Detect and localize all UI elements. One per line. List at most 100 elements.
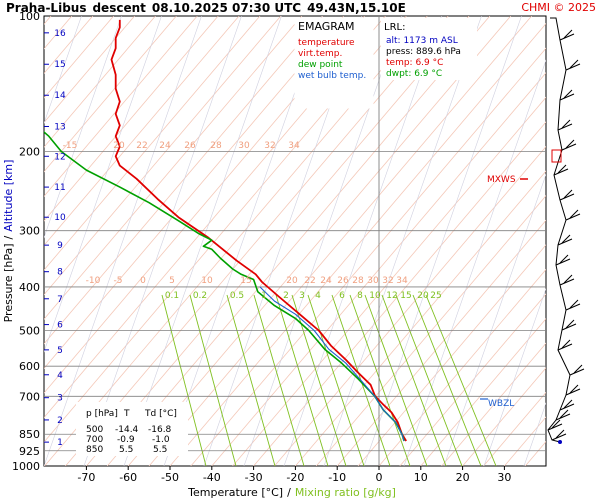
wind-barb bbox=[565, 213, 581, 221]
altitude-tick-label: 16 bbox=[54, 29, 66, 39]
isotherm-label: 32 bbox=[264, 141, 275, 151]
wind-barb bbox=[561, 143, 577, 151]
table-row-1-t: -0.9 bbox=[117, 435, 135, 445]
wind-barb bbox=[555, 258, 571, 266]
temperature-tick-label: 10 bbox=[414, 471, 428, 484]
isotherm-line bbox=[44, 16, 282, 296]
mixing-ratio-line bbox=[364, 294, 428, 466]
mixing-ratio-label: 0.5 bbox=[230, 291, 244, 301]
pressure-tick-label: 700 bbox=[19, 390, 40, 403]
wind-barb bbox=[551, 419, 561, 429]
wind-barb bbox=[569, 384, 579, 394]
altitude-tick-label: 8 bbox=[57, 268, 63, 278]
wind-barb bbox=[569, 59, 579, 69]
isotherm-line bbox=[44, 16, 261, 271]
temperature-tick-label: -10 bbox=[328, 471, 346, 484]
adiabat-line bbox=[483, 287, 546, 466]
isotherm-label: 24 bbox=[320, 276, 332, 286]
table-row-2-p: 850 bbox=[86, 445, 103, 455]
wind-barb bbox=[565, 319, 575, 329]
wind-barb bbox=[563, 274, 573, 284]
mixing-ratio-label: 2 bbox=[283, 291, 289, 301]
isotherm-label: 28 bbox=[210, 141, 222, 151]
adiabat-line bbox=[323, 16, 482, 466]
isotherm-line bbox=[44, 16, 177, 173]
pressure-tick-label: 400 bbox=[19, 281, 40, 294]
altitude-tick-label: 10 bbox=[54, 213, 66, 223]
wind-barb bbox=[561, 323, 577, 331]
mixing-ratio-line bbox=[253, 294, 305, 466]
altitude-tick-label: 9 bbox=[57, 241, 63, 251]
isotherm-label: 20 bbox=[113, 141, 125, 151]
chart-title: Praha-Libus descent 08.10.2025 07:30 UTC 49… bbox=[6, 1, 406, 15]
mxws-label: MXWS bbox=[487, 175, 516, 185]
mixing-ratio-labels: 0.1 0.2 0.5 1 2 3 4 6 8 10 12 15 20 25 bbox=[165, 291, 442, 301]
pressure-tick-label: 925 bbox=[19, 445, 40, 458]
adiabat-line bbox=[243, 16, 402, 466]
temperature-tick-label: 0 bbox=[376, 471, 383, 484]
mixing-ratio-label: 4 bbox=[315, 291, 321, 301]
isotherm-label: 26 bbox=[184, 141, 196, 151]
isotherm-line bbox=[420, 318, 546, 466]
lrl-dwpt: dwpt: 6.9 °C bbox=[386, 69, 442, 79]
mixing-ratio-line bbox=[275, 294, 329, 466]
mixing-ratio-label: 3 bbox=[299, 291, 305, 301]
pressure-tick-labels: 100 200 300 400 500 600 700 850 925 1000 bbox=[12, 10, 40, 473]
wind-barb bbox=[551, 433, 567, 441]
isotherm-line bbox=[44, 16, 344, 369]
wind-barb bbox=[559, 193, 575, 201]
table-header-td: Td [°C] bbox=[144, 409, 177, 419]
isotherm-label: 0 bbox=[140, 276, 146, 286]
x-axis-label: Temperature [°C] / Mixing ratio [g/kg] bbox=[187, 486, 396, 499]
copyright-label: CHMI © 2025 bbox=[521, 1, 596, 14]
wind-barb bbox=[565, 139, 575, 149]
mixing-ratio-label: 8 bbox=[357, 291, 363, 301]
mixing-ratio-label: 0.2 bbox=[193, 291, 207, 301]
wind-barb bbox=[561, 119, 571, 129]
isotherm-label: 30 bbox=[238, 141, 250, 151]
altitude-tick-label: 14 bbox=[54, 91, 66, 101]
isotherm-line bbox=[44, 16, 156, 148]
isotherm-label: 22 bbox=[136, 141, 147, 151]
isotherm-label: -10 bbox=[86, 276, 101, 286]
isotherm-line bbox=[127, 16, 512, 466]
isotherm-line bbox=[253, 121, 546, 466]
altitude-tick-label: 12 bbox=[54, 152, 65, 162]
wind-barb bbox=[563, 189, 573, 199]
wbzl-label: WBZL bbox=[488, 399, 514, 409]
adiabat-line bbox=[44, 16, 202, 466]
temperature-tick-label: -30 bbox=[245, 471, 263, 484]
mixing-ratio-line bbox=[189, 294, 237, 466]
wind-barb bbox=[555, 413, 571, 421]
wind-barb bbox=[569, 299, 579, 309]
adiabat-line bbox=[283, 16, 442, 466]
mixing-ratio-label: 15 bbox=[400, 291, 411, 301]
temperature-tick-label: -50 bbox=[161, 471, 179, 484]
isotherm-label: 22 bbox=[304, 276, 315, 286]
wind-barb bbox=[561, 234, 571, 244]
temperature-tick-label: -70 bbox=[77, 471, 95, 484]
wind-barb bbox=[557, 238, 573, 246]
isotherm-line bbox=[462, 367, 546, 466]
mixing-ratio-label: 12 bbox=[386, 291, 397, 301]
altitude-tick-label: 3 bbox=[57, 394, 63, 404]
isotherm-line bbox=[274, 145, 546, 466]
isotherm-line bbox=[44, 16, 114, 99]
summary-table-bg bbox=[76, 402, 188, 456]
pressure-tick-label: 1000 bbox=[12, 460, 40, 473]
isotherm-line bbox=[44, 16, 323, 345]
pressure-tick-label: 600 bbox=[19, 360, 40, 373]
pressure-tick-label: 300 bbox=[19, 225, 40, 238]
table-header-t: T bbox=[123, 409, 130, 419]
isotherm-label: -15 bbox=[63, 141, 78, 151]
wind-barb bbox=[565, 63, 581, 71]
isotherm-line bbox=[44, 16, 198, 197]
mixing-ratio-lines bbox=[161, 294, 497, 466]
isotherm-label: 32 bbox=[382, 276, 393, 286]
isotherm-line bbox=[378, 268, 546, 466]
wind-barb bbox=[557, 164, 567, 174]
adiabat-line bbox=[403, 59, 546, 466]
isotherm-line bbox=[399, 293, 546, 466]
